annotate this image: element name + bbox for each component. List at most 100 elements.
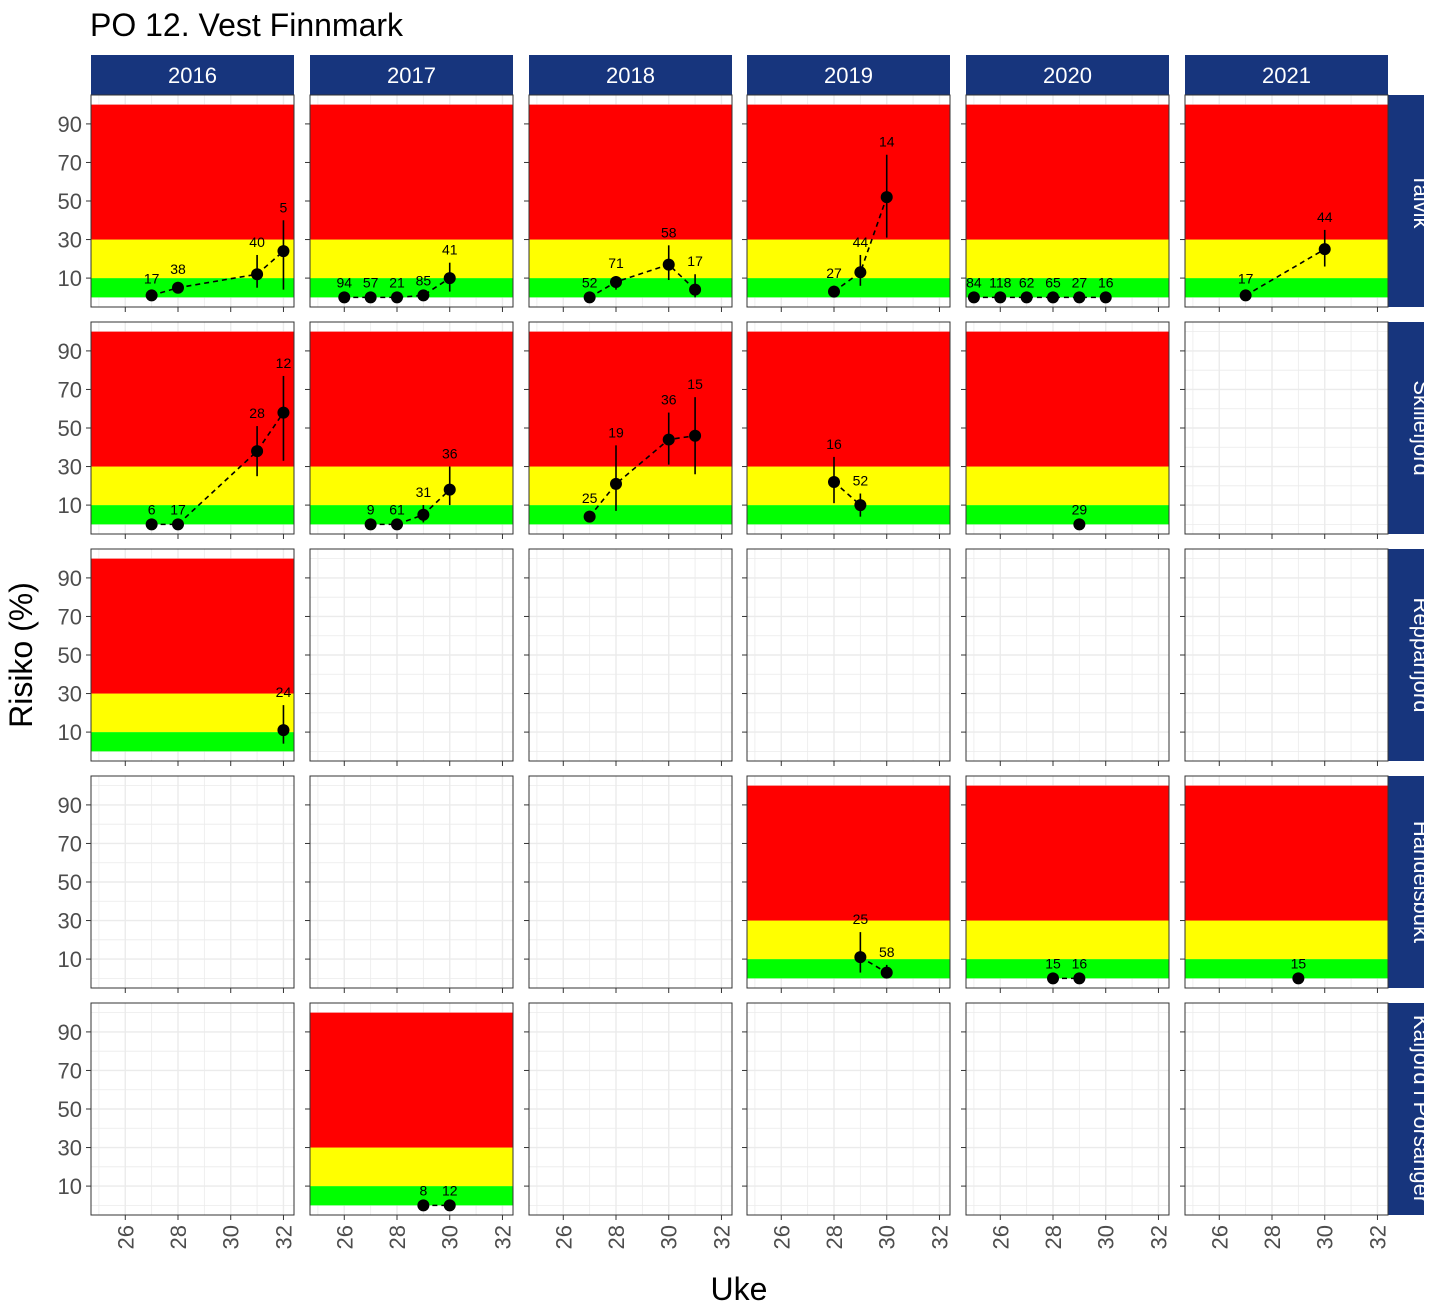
data-point bbox=[251, 268, 264, 281]
y-tick-label: 10 bbox=[58, 266, 82, 291]
series-dashed-line bbox=[589, 434, 696, 518]
column-strip-bg bbox=[747, 55, 950, 95]
data-point bbox=[172, 281, 184, 294]
risk-band-low bbox=[310, 278, 513, 298]
sample-size-label: 15 bbox=[687, 376, 703, 392]
sample-size-label: 16 bbox=[1072, 955, 1088, 971]
data-point bbox=[391, 291, 403, 304]
sample-size-label: 58 bbox=[661, 224, 677, 240]
column-strip-bg bbox=[91, 55, 294, 95]
sample-size-label: 27 bbox=[1072, 274, 1088, 290]
panel-talvik-2017: 94 57 21 85 41 bbox=[305, 94, 514, 312]
panel-talvik-2019: 27 44 14 bbox=[742, 94, 951, 312]
panel-repparfjord-2020 bbox=[961, 548, 1170, 766]
panel-talvik-2016: 17 38 40 5 10 30 50 70 90 bbox=[58, 94, 295, 312]
row-strip-label: Handelsbukt bbox=[1409, 821, 1434, 943]
risk-band-high bbox=[310, 1012, 513, 1148]
x-axis-label: Uke bbox=[711, 1271, 768, 1307]
series-dashed-line bbox=[589, 263, 696, 299]
sample-size-label: 17 bbox=[144, 271, 160, 287]
sample-size-label: 40 bbox=[249, 234, 265, 250]
risk-band-high bbox=[1185, 785, 1388, 921]
sample-size-label: 44 bbox=[1317, 209, 1333, 225]
sample-size-label: 16 bbox=[826, 436, 842, 452]
data-point bbox=[277, 406, 290, 419]
y-tick-label: 90 bbox=[58, 339, 82, 364]
panel-skillefjord-2021 bbox=[1180, 321, 1389, 539]
risk-band-low bbox=[310, 505, 513, 525]
risk-band-moderate bbox=[310, 1147, 513, 1187]
column-strip-label: 2021 bbox=[1262, 63, 1311, 88]
data-point bbox=[828, 475, 840, 488]
data-point bbox=[277, 245, 290, 258]
data-point bbox=[338, 291, 351, 304]
data-point bbox=[443, 483, 456, 496]
risk-band-high bbox=[747, 331, 950, 467]
data-point bbox=[1099, 291, 1112, 304]
risk-band-moderate bbox=[747, 466, 950, 506]
sample-size-label: 15 bbox=[1291, 955, 1307, 971]
sample-size-label: 44 bbox=[853, 234, 869, 250]
x-tick-label: 30 bbox=[1094, 1225, 1119, 1249]
risk-band-low bbox=[91, 278, 294, 298]
y-axis-label: Risiko (%) bbox=[3, 582, 39, 728]
y-tick-label: 10 bbox=[58, 720, 82, 745]
risk-band-high bbox=[91, 558, 294, 694]
data-point bbox=[1073, 972, 1086, 985]
data-point bbox=[880, 966, 893, 979]
panel-handelsbukt-2016: 10 30 50 70 90 bbox=[58, 775, 295, 993]
x-tick-label: 32 bbox=[1365, 1225, 1390, 1249]
risk-band-high bbox=[91, 104, 294, 240]
risk-band-high bbox=[747, 785, 950, 921]
risk-band-moderate bbox=[310, 239, 513, 279]
sample-size-label: 21 bbox=[389, 274, 405, 290]
y-tick-label: 50 bbox=[58, 643, 82, 668]
sample-size-label: 5 bbox=[280, 199, 288, 215]
data-point bbox=[1047, 972, 1059, 985]
y-tick-label: 10 bbox=[58, 1174, 82, 1199]
x-tick-label: 30 bbox=[875, 1225, 900, 1249]
panel-repparfjord-2019 bbox=[742, 548, 951, 766]
column-strip-label: 2018 bbox=[606, 63, 655, 88]
row-strip-label: Skillefjord bbox=[1409, 380, 1434, 475]
panel-k-fjord-i-porsanger-2016: 10 30 50 70 90 26 28 30 32 bbox=[58, 1002, 296, 1249]
risk-band-moderate bbox=[966, 466, 1169, 506]
data-point bbox=[854, 499, 867, 512]
risk-band-moderate bbox=[529, 466, 732, 506]
risk-band-high bbox=[1185, 104, 1388, 240]
data-point bbox=[443, 272, 456, 285]
data-point bbox=[417, 508, 430, 521]
data-point bbox=[145, 518, 158, 531]
sample-size-label: 71 bbox=[608, 255, 624, 271]
panel-repparfjord-2017 bbox=[305, 548, 514, 766]
risk-band-moderate bbox=[1185, 920, 1388, 960]
x-tick-label: 32 bbox=[271, 1225, 296, 1249]
y-tick-label: 10 bbox=[58, 947, 82, 972]
risk-band-high bbox=[529, 104, 732, 240]
panel-handelsbukt-2019: 25 58 bbox=[742, 775, 951, 993]
x-tick-label: 28 bbox=[1041, 1225, 1066, 1249]
column-strip-bg bbox=[966, 55, 1169, 95]
sample-size-label: 38 bbox=[170, 261, 186, 277]
sample-size-label: 28 bbox=[249, 405, 265, 421]
series-dashed-line bbox=[833, 196, 888, 293]
risk-band-high bbox=[310, 104, 513, 240]
x-tick-label: 26 bbox=[113, 1225, 138, 1249]
y-tick-label: 70 bbox=[58, 377, 82, 402]
column-strip-bg bbox=[1185, 55, 1388, 95]
risk-band-moderate bbox=[966, 920, 1169, 960]
data-point bbox=[583, 510, 596, 523]
panel-skillefjord-2017: 9 61 31 36 bbox=[305, 321, 514, 539]
column-strip-bg bbox=[529, 55, 732, 95]
x-tick-label: 26 bbox=[769, 1225, 794, 1249]
panel-repparfjord-2021 bbox=[1180, 548, 1389, 766]
risk-band-low bbox=[966, 505, 1169, 525]
row-strip-label: Repparfjord bbox=[1409, 598, 1434, 713]
panel-k-fjord-i-porsanger-2020: 26 28 30 32 bbox=[961, 1002, 1171, 1249]
sample-size-label: 85 bbox=[416, 273, 432, 289]
risk-band-low bbox=[966, 278, 1169, 298]
risk-band-low bbox=[310, 1186, 513, 1206]
risk-band-low bbox=[966, 959, 1169, 979]
